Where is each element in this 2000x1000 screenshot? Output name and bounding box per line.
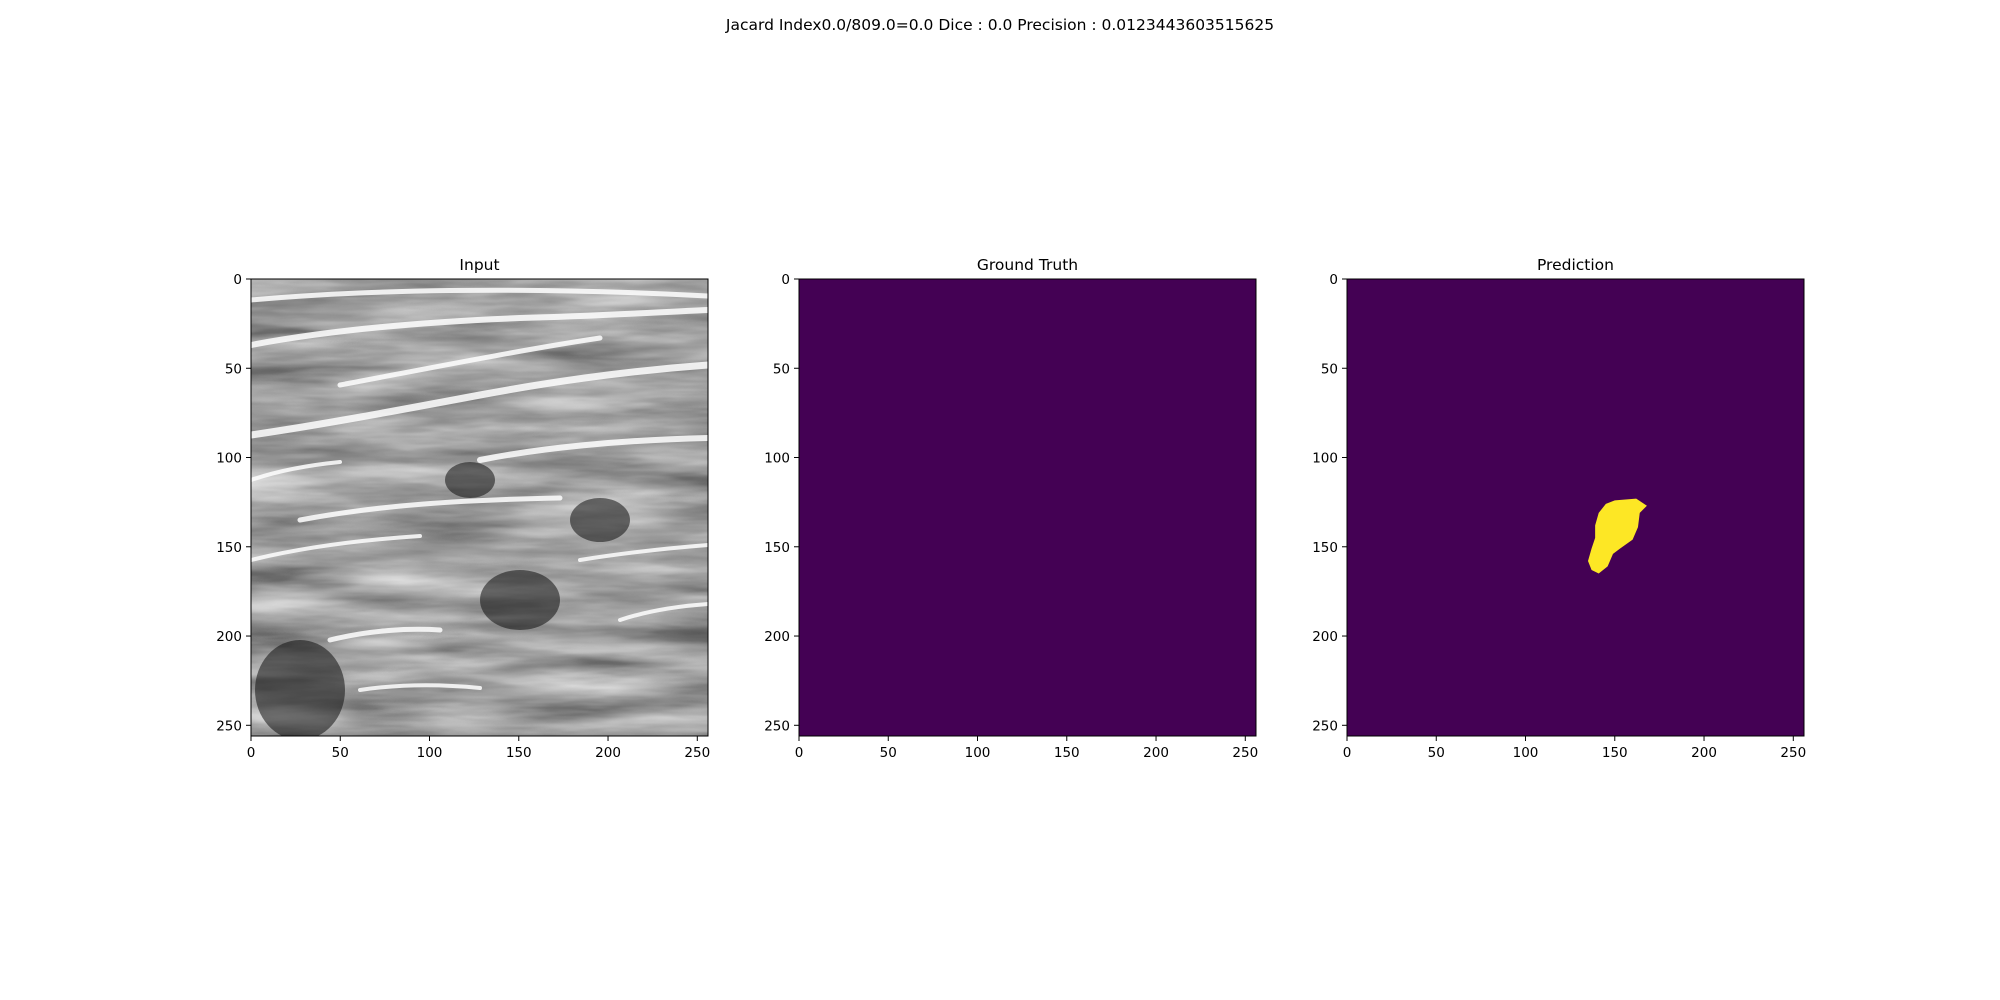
- y-tick-label: 150: [216, 540, 242, 556]
- x-tick-label: 150: [1602, 745, 1628, 761]
- panel-ground-truth: Ground Truth 0 50 100 150 200 250 0 50 100 150 200…: [764, 256, 1258, 761]
- panel-prediction-title: Prediction: [1537, 256, 1614, 274]
- prediction-blob: [1587, 498, 1647, 574]
- y-tick-label: 150: [764, 540, 790, 556]
- panel-ground-truth-ticks: 0 50 100 150 200 250 0 50 100 150 200 250: [764, 272, 1258, 761]
- x-tick-label: 150: [1054, 745, 1080, 761]
- panel-prediction-ticks: 0 50 100 150 200 250 0 50 100 150 200 250: [1312, 272, 1806, 761]
- panel-input-title: Input: [459, 256, 499, 274]
- y-tick-label: 200: [764, 629, 790, 645]
- y-tick-label: 0: [781, 272, 790, 288]
- x-tick-label: 50: [1428, 745, 1445, 761]
- y-tick-label: 0: [1329, 272, 1338, 288]
- x-tick-label: 250: [1780, 745, 1806, 761]
- x-tick-label: 50: [880, 745, 897, 761]
- y-tick-label: 100: [764, 451, 790, 467]
- panel-ground-truth-frame: [798, 278, 1257, 737]
- input-image: [251, 279, 708, 736]
- x-tick-label: 0: [795, 745, 804, 761]
- panel-ground-truth-title: Ground Truth: [977, 256, 1078, 274]
- x-tick-label: 50: [332, 745, 349, 761]
- x-tick-label: 200: [595, 745, 621, 761]
- panel-input-ticks: 0 50 100 150 200 250 0 50 100 150 200 250: [216, 272, 710, 761]
- x-tick-label: 250: [1232, 745, 1258, 761]
- x-tick-label: 250: [684, 745, 710, 761]
- x-tick-label: 150: [506, 745, 532, 761]
- panel-prediction-frame: [1346, 278, 1805, 737]
- x-tick-label: 200: [1143, 745, 1169, 761]
- y-tick-label: 100: [216, 451, 242, 467]
- y-tick-label: 100: [1312, 451, 1338, 467]
- x-tick-label: 200: [1691, 745, 1717, 761]
- y-tick-label: 200: [216, 629, 242, 645]
- figure-suptitle: Jacard Index0.0/809.0=0.0 Dice : 0.0 Pre…: [725, 16, 1275, 34]
- y-tick-label: 50: [773, 361, 790, 377]
- panel-input-frame: [250, 278, 709, 737]
- x-tick-label: 0: [1343, 745, 1352, 761]
- y-tick-label: 150: [1312, 540, 1338, 556]
- y-tick-label: 50: [225, 361, 242, 377]
- prediction-mask: [1347, 279, 1804, 736]
- y-tick-label: 200: [1312, 629, 1338, 645]
- y-tick-label: 0: [233, 272, 242, 288]
- y-tick-label: 250: [1312, 718, 1338, 734]
- ground-truth-mask: [799, 279, 1256, 736]
- x-tick-label: 100: [1513, 745, 1539, 761]
- y-tick-label: 250: [216, 718, 242, 734]
- x-tick-label: 100: [417, 745, 443, 761]
- panel-prediction: Prediction 0 50 100 150 200 250 0 50 100 150 200 25…: [1312, 256, 1806, 761]
- y-tick-label: 50: [1321, 361, 1338, 377]
- x-tick-label: 100: [965, 745, 991, 761]
- panel-input: Input: [216, 256, 710, 761]
- y-tick-label: 250: [764, 718, 790, 734]
- x-tick-label: 0: [247, 745, 256, 761]
